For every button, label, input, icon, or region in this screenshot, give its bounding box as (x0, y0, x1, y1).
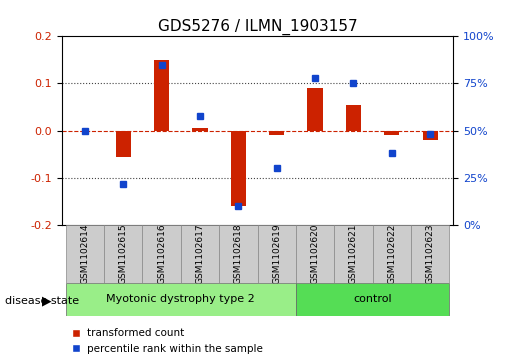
FancyBboxPatch shape (142, 225, 181, 283)
FancyBboxPatch shape (65, 283, 296, 316)
Bar (269, 131, 284, 135)
FancyBboxPatch shape (296, 225, 334, 283)
FancyBboxPatch shape (258, 225, 296, 283)
Text: Myotonic dystrophy type 2: Myotonic dystrophy type 2 (107, 294, 255, 305)
FancyBboxPatch shape (373, 225, 411, 283)
Text: control: control (353, 294, 392, 305)
FancyBboxPatch shape (104, 225, 142, 283)
Text: ▶: ▶ (42, 295, 52, 308)
Text: GSM1102619: GSM1102619 (272, 224, 281, 285)
Legend: transformed count, percentile rank within the sample: transformed count, percentile rank withi… (67, 324, 267, 358)
Text: GSM1102621: GSM1102621 (349, 224, 358, 284)
FancyBboxPatch shape (65, 225, 104, 283)
Text: GSM1102617: GSM1102617 (195, 224, 204, 285)
Bar (231, 131, 246, 206)
Text: GSM1102616: GSM1102616 (157, 224, 166, 285)
Title: GDS5276 / ILMN_1903157: GDS5276 / ILMN_1903157 (158, 19, 357, 35)
FancyBboxPatch shape (334, 225, 373, 283)
Text: GSM1102618: GSM1102618 (234, 224, 243, 285)
FancyBboxPatch shape (296, 283, 450, 316)
Text: GSM1102622: GSM1102622 (387, 224, 397, 284)
Bar (115, 131, 131, 157)
Bar (422, 131, 438, 140)
FancyBboxPatch shape (181, 225, 219, 283)
Bar (154, 60, 169, 131)
Text: GSM1102614: GSM1102614 (80, 224, 89, 284)
FancyBboxPatch shape (219, 225, 258, 283)
Text: GSM1102623: GSM1102623 (426, 224, 435, 284)
Text: disease state: disease state (5, 296, 79, 306)
Bar (384, 131, 400, 135)
Text: GSM1102620: GSM1102620 (311, 224, 320, 284)
Bar (192, 129, 208, 131)
FancyBboxPatch shape (411, 225, 450, 283)
Text: GSM1102615: GSM1102615 (118, 224, 128, 285)
Bar (307, 88, 323, 131)
Bar (346, 105, 361, 131)
